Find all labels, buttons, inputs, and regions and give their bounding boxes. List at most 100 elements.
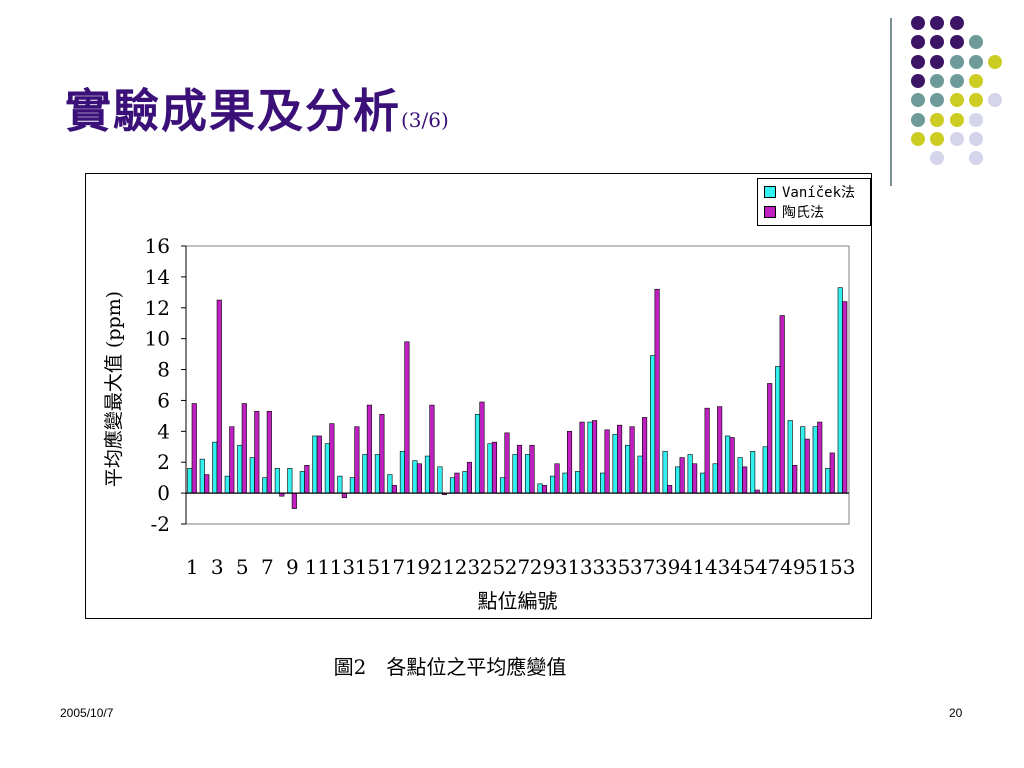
bar-series-a bbox=[224, 475, 230, 494]
y-tick-label: 6 bbox=[157, 388, 170, 412]
decor-dot bbox=[968, 112, 983, 127]
bar-series-b bbox=[429, 404, 435, 494]
bar-series-a bbox=[349, 477, 355, 494]
bar-series-a bbox=[700, 472, 706, 494]
bar-series-a bbox=[512, 454, 518, 494]
bar-series-a bbox=[637, 455, 643, 494]
x-tick-label: 25 bbox=[480, 555, 505, 579]
bar-series-a bbox=[737, 457, 743, 494]
x-tick-label: 47 bbox=[755, 555, 780, 579]
bar-series-a bbox=[212, 441, 218, 494]
bar-series-a bbox=[312, 435, 318, 494]
bar-series-a bbox=[274, 468, 280, 494]
decor-dot bbox=[911, 54, 925, 69]
y-tick-label: 14 bbox=[145, 265, 170, 289]
figure-caption: 圖2 各點位之平均應變值 bbox=[333, 655, 567, 679]
slide-title: 實驗成果及分析(3/6) bbox=[65, 88, 449, 134]
bar-series-a bbox=[362, 454, 368, 494]
decor-dot bbox=[949, 93, 964, 108]
bar-series-a bbox=[837, 287, 843, 494]
decor-dot bbox=[930, 93, 945, 108]
bar-series-b bbox=[566, 431, 573, 494]
y-tick-label: 4 bbox=[157, 419, 170, 443]
bar-series-b bbox=[504, 432, 510, 494]
bar-series-b bbox=[304, 465, 310, 494]
chart-frame: -2 0 2 4 6 8 10 12 14 16 1 3 5 7 9 11 13 15 17 19 21 23 25 27 29… bbox=[85, 173, 872, 619]
bar-series-b bbox=[679, 457, 685, 494]
bar-series-a bbox=[499, 477, 506, 494]
x-tick-label: 39 bbox=[655, 555, 680, 579]
decor-dot bbox=[930, 54, 945, 69]
bar-series-b bbox=[204, 474, 210, 494]
x-tick-label: 31 bbox=[555, 555, 580, 579]
x-tick-label: 1 bbox=[186, 555, 199, 579]
decor-dot bbox=[949, 131, 964, 146]
x-tick-label: 23 bbox=[455, 555, 480, 579]
decor-dot bbox=[949, 54, 964, 69]
bar-series-b bbox=[354, 426, 360, 494]
decor-dot bbox=[949, 112, 964, 127]
decor-dot bbox=[930, 16, 945, 30]
x-tick-label: 53 bbox=[830, 555, 855, 579]
decor-dot bbox=[911, 16, 925, 30]
bar-series-b bbox=[491, 441, 498, 494]
x-tick-label: 3 bbox=[211, 555, 224, 579]
bar-series-a bbox=[374, 454, 380, 494]
x-tick-label: 17 bbox=[380, 555, 405, 579]
x-tick-label: 19 bbox=[405, 555, 430, 579]
decor-dot bbox=[949, 16, 964, 30]
bar-series-b bbox=[729, 437, 735, 494]
x-tick-label: 37 bbox=[630, 555, 655, 579]
bar-series-a bbox=[412, 460, 418, 494]
bar-series-b bbox=[654, 288, 660, 494]
bar-series-a bbox=[449, 477, 456, 494]
legend-swatch-series-a bbox=[764, 186, 776, 198]
bar-series-b bbox=[241, 403, 247, 494]
bar-series-b bbox=[316, 435, 322, 494]
bar-series-a bbox=[387, 474, 393, 494]
bar-series-b bbox=[191, 403, 197, 494]
decor-dot bbox=[988, 54, 1003, 69]
bar-series-a bbox=[712, 463, 718, 494]
bar-series-b bbox=[717, 406, 723, 494]
bar-series-a bbox=[662, 451, 668, 494]
bar-series-a bbox=[762, 446, 768, 494]
bar-series-b bbox=[579, 421, 585, 494]
page-number: 20 bbox=[949, 706, 963, 720]
x-tick-label: 7 bbox=[261, 555, 274, 579]
bar-series-a bbox=[587, 421, 593, 494]
bar-series-a bbox=[825, 468, 831, 494]
bar-series-a bbox=[787, 420, 793, 494]
decor-dot bbox=[930, 151, 945, 166]
x-axis-label: 點位編號 bbox=[478, 589, 558, 613]
x-tick-label: 29 bbox=[530, 555, 555, 579]
y-tick-label: 2 bbox=[157, 450, 170, 474]
bar-series-b bbox=[667, 485, 673, 494]
bar-series-a bbox=[324, 443, 330, 494]
bar-series-b bbox=[554, 463, 560, 494]
bar-series-b bbox=[792, 465, 798, 494]
decor-dot bbox=[930, 131, 945, 146]
bar-series-a bbox=[650, 355, 656, 494]
legend-swatch-series-b bbox=[764, 206, 776, 218]
bar-series-a bbox=[600, 472, 606, 494]
bar-series-b bbox=[329, 423, 335, 494]
legend-item-series-b: 陶氏法 bbox=[764, 203, 824, 221]
bar-series-a bbox=[462, 471, 468, 494]
bar-series-a bbox=[237, 444, 243, 494]
bar-series-b bbox=[379, 414, 385, 494]
bar-series-a bbox=[612, 434, 618, 494]
bar-series-b bbox=[541, 485, 548, 494]
bar-series-a bbox=[562, 472, 568, 494]
bar-series-a bbox=[199, 458, 205, 494]
decor-dot bbox=[968, 35, 983, 50]
bar-series-a bbox=[262, 477, 268, 494]
decor-dot bbox=[968, 151, 983, 166]
bar-series-b bbox=[804, 438, 810, 494]
bar-series-a bbox=[775, 366, 781, 494]
bar-series-b bbox=[529, 444, 535, 494]
decor-dot bbox=[911, 73, 925, 88]
bar-series-a bbox=[524, 454, 531, 494]
bar-series-b bbox=[767, 383, 773, 494]
